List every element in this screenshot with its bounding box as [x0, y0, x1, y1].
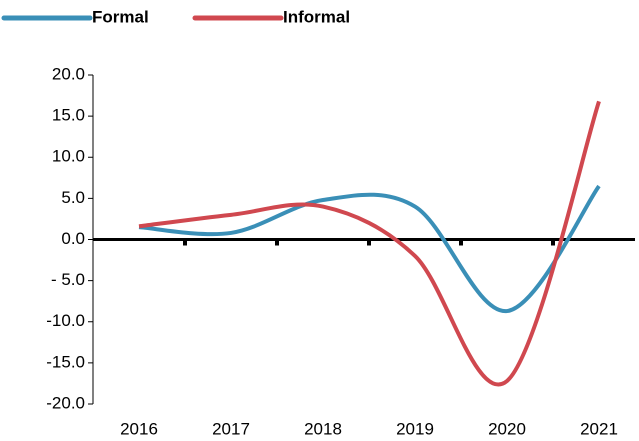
y-tick-label: -15.0 — [46, 352, 85, 371]
legend-label: Formal — [92, 7, 149, 26]
y-tick-label: - 5.0 — [51, 270, 85, 289]
y-tick-label: 5.0 — [61, 188, 85, 207]
y-tick-label: -10.0 — [46, 311, 85, 330]
x-tick — [275, 239, 279, 246]
series-line — [138, 184, 601, 314]
y-tick-label: 20.0 — [52, 64, 85, 83]
x-tick — [551, 239, 555, 246]
y-tick-label: 0.0 — [61, 229, 85, 248]
y-tick-label: 10.0 — [52, 147, 85, 166]
series-line — [138, 100, 601, 387]
y-tick-label: -20.0 — [46, 393, 85, 412]
x-tick-label: 2021 — [580, 419, 618, 438]
x-tick-label: 2016 — [120, 419, 158, 438]
x-tick-label: 2017 — [212, 419, 250, 438]
x-tick-label: 2019 — [396, 419, 434, 438]
legend-label: Informal — [283, 7, 350, 26]
x-tick-label: 2018 — [304, 419, 342, 438]
x-tick — [183, 239, 187, 246]
x-tick — [459, 239, 463, 246]
y-tick-label: 15.0 — [52, 106, 85, 125]
x-tick-label: 2020 — [488, 419, 526, 438]
x-tick — [367, 239, 371, 246]
